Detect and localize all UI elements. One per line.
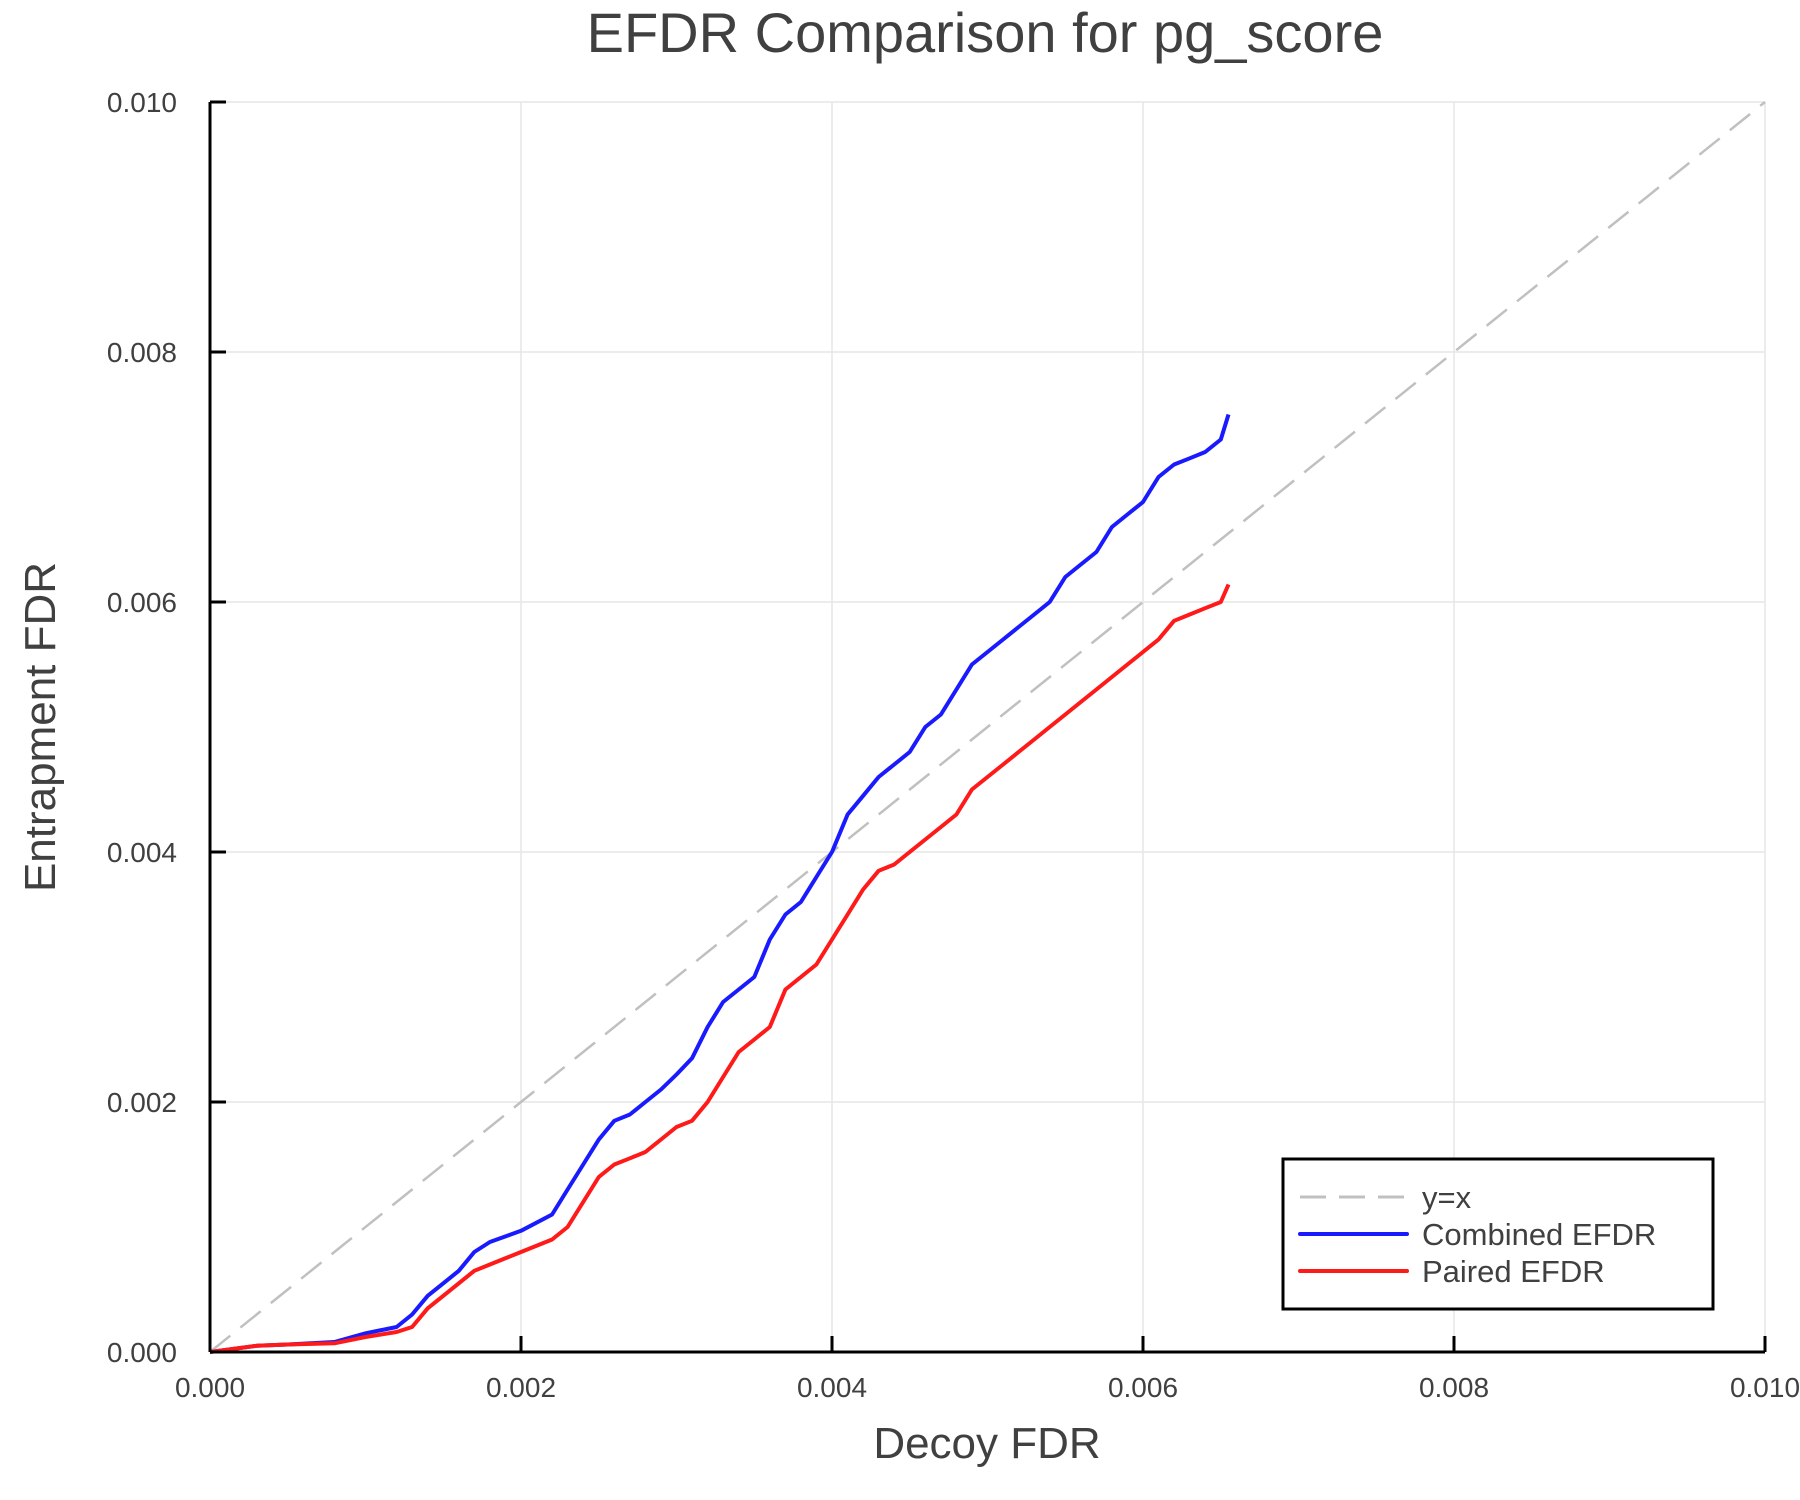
x-tick-label: 0.002	[486, 1372, 556, 1403]
legend-label-paired: Paired EFDR	[1422, 1254, 1605, 1289]
y-tick-label: 0.000	[107, 1337, 177, 1368]
legend-label-combined: Combined EFDR	[1422, 1217, 1656, 1252]
series-layer	[209, 101, 1766, 1354]
y-tick-label: 0.002	[107, 1087, 177, 1118]
grid-lines	[209, 101, 1766, 1353]
series-paired-efdr	[209, 583, 1231, 1354]
x-tick-label: 0.006	[1108, 1372, 1178, 1403]
x-tick-label: 0.000	[175, 1372, 245, 1403]
legend: y=x Combined EFDR Paired EFDR	[1281, 1157, 1715, 1311]
y-tick-label: 0.006	[107, 587, 177, 618]
x-axis-label: Decoy FDR	[873, 1419, 1100, 1468]
series-y-x	[209, 101, 1766, 1353]
chart-title: EFDR Comparison for pg_score	[587, 1, 1384, 64]
x-tick-label: 0.010	[1730, 1372, 1800, 1403]
legend-label-yx: y=x	[1422, 1180, 1472, 1215]
series-combined-efdr	[209, 413, 1231, 1354]
x-tick-label: 0.008	[1419, 1372, 1489, 1403]
y-tick-label: 0.008	[107, 337, 177, 368]
tick-marks: 0.000 0.002 0.004 0.006 0.008 0.010 0.000 0.002…	[107, 87, 1800, 1403]
x-tick-label: 0.004	[797, 1372, 867, 1403]
y-tick-label: 0.004	[107, 837, 177, 868]
axes	[208, 102, 1765, 1354]
y-axis-label: Entrapment FDR	[16, 562, 65, 892]
y-tick-label: 0.010	[107, 87, 177, 118]
